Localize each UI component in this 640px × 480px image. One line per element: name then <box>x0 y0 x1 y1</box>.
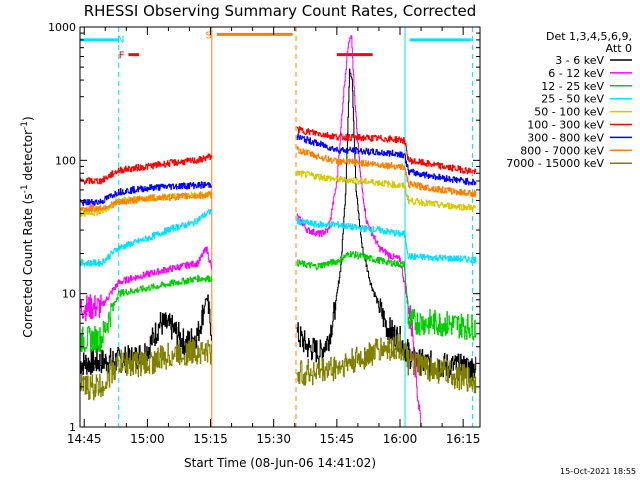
annotation-label-0: N <box>117 34 124 45</box>
axes: 1 10 100 1000 14:45 15:00 15:15 15:30 15:45 16:00… <box>48 21 480 446</box>
series-line-3-seg-0 <box>80 209 212 267</box>
legend-label-7: 800 - 7000 keV <box>520 144 604 157</box>
x-tick-label-6: 16:15 <box>446 432 481 446</box>
x-tick-label-2: 15:15 <box>193 432 228 446</box>
x-tick-label-0: 14:45 <box>67 432 102 446</box>
y-axis-label-sup2: -1 <box>20 121 30 130</box>
y-axis-label-mid: detector <box>21 130 35 185</box>
legend-header-line1: Det 1,3,4,5,6,9, <box>546 30 632 43</box>
legend-header-line2: Att 0 <box>606 42 632 55</box>
legend-label-5: 100 - 300 keV <box>527 119 604 132</box>
series-line-2-seg-0 <box>80 274 212 353</box>
series-line-4-seg-1 <box>296 170 477 211</box>
series-line-7-seg-1 <box>296 146 477 198</box>
y-axis-label-sup1: -1 <box>20 184 30 193</box>
legend-label-8: 7000 - 15000 keV <box>506 157 604 170</box>
series-line-0-seg-1 <box>296 68 477 382</box>
series-line-7-seg-0 <box>80 191 212 212</box>
series-line-3-seg-1 <box>296 217 477 264</box>
series-line-5-seg-0 <box>80 153 212 185</box>
chart-title: RHESSI Observing Summary Count Rates, Co… <box>84 2 477 20</box>
series-line-6-seg-0 <box>80 181 212 206</box>
series-line-5-seg-1 <box>296 126 477 175</box>
x-tick-label-1: 15:00 <box>130 432 165 446</box>
legend-label-6: 300 - 800 keV <box>527 131 604 144</box>
footer-date: 15-Oct-2021 18:55 <box>560 467 636 476</box>
y-tick-label-2: 100 <box>55 154 76 167</box>
legend-label-2: 12 - 25 keV <box>541 80 604 93</box>
y-axis-label: Corrected Count Rate (s-1 detector-1) <box>20 116 35 337</box>
legend-label-4: 50 - 100 keV <box>534 106 604 119</box>
series-line-8-seg-0 <box>80 338 212 401</box>
plot-area: NF S <box>79 27 477 427</box>
plot-frame <box>79 26 481 428</box>
annotation-label-1: F <box>119 51 125 62</box>
y-tick-label-1: 10 <box>62 288 76 301</box>
y-tick-label-3: 1000 <box>48 21 76 34</box>
series-line-2-seg-1 <box>296 251 477 341</box>
y-axis-label-end: ) <box>21 116 35 121</box>
y-axis-label-main: Corrected Count Rate (s <box>21 193 35 337</box>
annotation-label-2: S <box>205 30 211 41</box>
x-tick-label-3: 15:30 <box>256 432 291 446</box>
x-tick-label-5: 16:00 <box>383 432 418 446</box>
legend-label-0: 3 - 6 keV <box>555 54 604 67</box>
x-axis-label: Start Time (08-Jun-06 14:41:02) <box>184 456 376 470</box>
series-line-8-seg-1 <box>296 334 477 394</box>
series-line-1-seg-0 <box>80 246 212 322</box>
x-tick-label-4: 15:45 <box>320 432 355 446</box>
y-tick-label-0: 1 <box>69 421 76 434</box>
legend-label-1: 6 - 12 keV <box>548 67 604 80</box>
series-line-6-seg-1 <box>296 133 477 186</box>
legend-label-3: 25 - 50 keV <box>541 93 604 106</box>
